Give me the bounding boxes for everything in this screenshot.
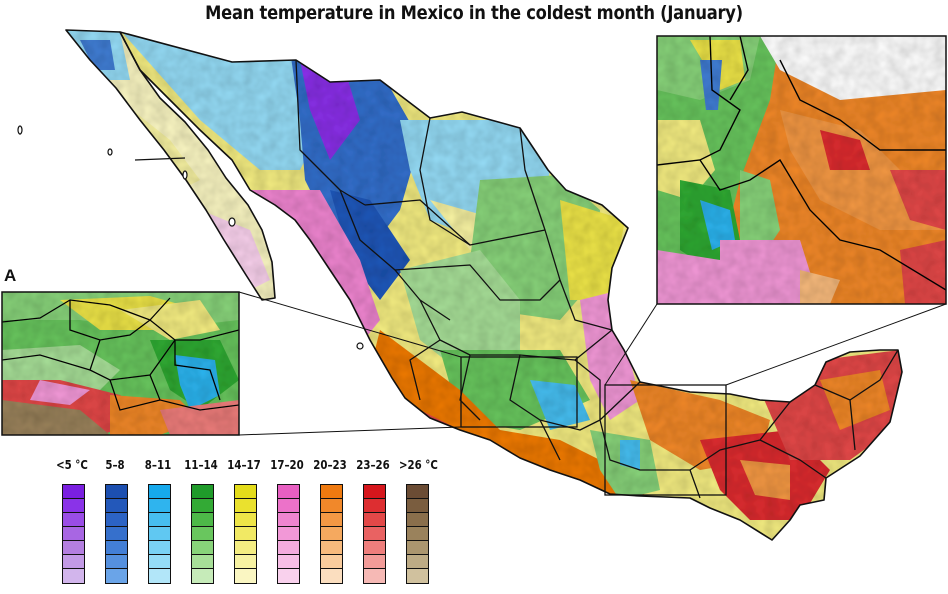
legend-swatch (63, 541, 84, 555)
legend-swatch (149, 541, 170, 555)
legend-label: 17–20 (270, 458, 304, 472)
legend-swatch (321, 485, 342, 499)
legend-swatch (407, 541, 428, 555)
legend-label: 23–26 (356, 458, 390, 472)
legend-swatch (63, 499, 84, 513)
legend-swatch (364, 527, 385, 541)
legend-swatch (63, 513, 84, 527)
legend-swatch (235, 555, 256, 569)
legend-label: 14–17 (227, 458, 261, 472)
legend-swatch (321, 513, 342, 527)
legend-label: <5 °C (56, 458, 88, 472)
legend-swatch (63, 569, 84, 583)
inset-b-map (657, 36, 946, 304)
legend-swatch (192, 555, 213, 569)
legend-swatch (407, 499, 428, 513)
islands (17, 125, 364, 350)
legend-label: 11–14 (184, 458, 218, 472)
legend-swatch (149, 513, 170, 527)
legend-swatch (149, 527, 170, 541)
state-borders (65, 29, 903, 541)
legend-swatch (321, 541, 342, 555)
legend-swatch (149, 569, 170, 583)
legend-swatch (149, 485, 170, 499)
inset-b-frame (656, 35, 947, 305)
connector-lines (238, 291, 947, 436)
legend-swatch (407, 569, 428, 583)
legend-label: 20–23 (313, 458, 347, 472)
legend-swatch (278, 499, 299, 513)
legend-swatch (235, 527, 256, 541)
legend-swatch (192, 499, 213, 513)
inset-a-label: A (4, 266, 17, 285)
legend-swatch (106, 527, 127, 541)
legend-swatch (106, 555, 127, 569)
legend-swatch (278, 485, 299, 499)
legend-swatch (106, 485, 127, 499)
legend-swatch (149, 555, 170, 569)
legend-swatch (235, 569, 256, 583)
legend-swatch (149, 499, 170, 513)
legend-swatch (106, 499, 127, 513)
inset-a-frame (1, 291, 240, 436)
legend-swatch-stack (105, 484, 128, 584)
legend-swatch (192, 485, 213, 499)
legend-swatch (278, 541, 299, 555)
legend-swatch (106, 569, 127, 583)
legend-swatch-stack (62, 484, 85, 584)
legend-swatch (278, 513, 299, 527)
legend-swatch (278, 555, 299, 569)
legend-swatch (106, 541, 127, 555)
legend-swatch (278, 527, 299, 541)
map-title: Mean temperature in Mexico in the coldes… (205, 2, 743, 24)
legend-label: 8–11 (144, 458, 172, 472)
legend-swatch-stack (406, 484, 429, 584)
legend-swatch (407, 555, 428, 569)
legend-swatch (364, 513, 385, 527)
legend-swatch (106, 513, 127, 527)
legend-swatch-stack (148, 484, 171, 584)
legend-swatch (321, 527, 342, 541)
legend-swatch (278, 569, 299, 583)
legend-swatch (364, 499, 385, 513)
legend-swatch (235, 541, 256, 555)
legend-swatch (364, 541, 385, 555)
legend-swatch (192, 541, 213, 555)
legend-swatch (407, 527, 428, 541)
zoom-boxes (460, 356, 727, 496)
legend-swatch-stack (191, 484, 214, 584)
legend-swatch-stack (277, 484, 300, 584)
legend-swatch (235, 499, 256, 513)
legend-swatch (321, 569, 342, 583)
legend-swatch (407, 513, 428, 527)
legend-swatch (63, 555, 84, 569)
inset-a-map (2, 292, 239, 435)
legend-label: 5–8 (105, 458, 125, 472)
legend-swatch (364, 485, 385, 499)
legend-swatch (364, 569, 385, 583)
legend-swatch (192, 513, 213, 527)
legend-swatch (192, 527, 213, 541)
legend-swatch (235, 513, 256, 527)
legend-swatch (192, 569, 213, 583)
legend-swatch-stack (234, 484, 257, 584)
legend-swatch (364, 555, 385, 569)
legend-swatch (63, 527, 84, 541)
legend-label: >26 °C (399, 458, 438, 472)
legend-swatch (63, 485, 84, 499)
legend-swatch (321, 499, 342, 513)
legend-swatch (407, 485, 428, 499)
legend-swatch (235, 485, 256, 499)
legend-swatch-stack (320, 484, 343, 584)
legend-swatch (321, 555, 342, 569)
legend-swatch-stack (363, 484, 386, 584)
